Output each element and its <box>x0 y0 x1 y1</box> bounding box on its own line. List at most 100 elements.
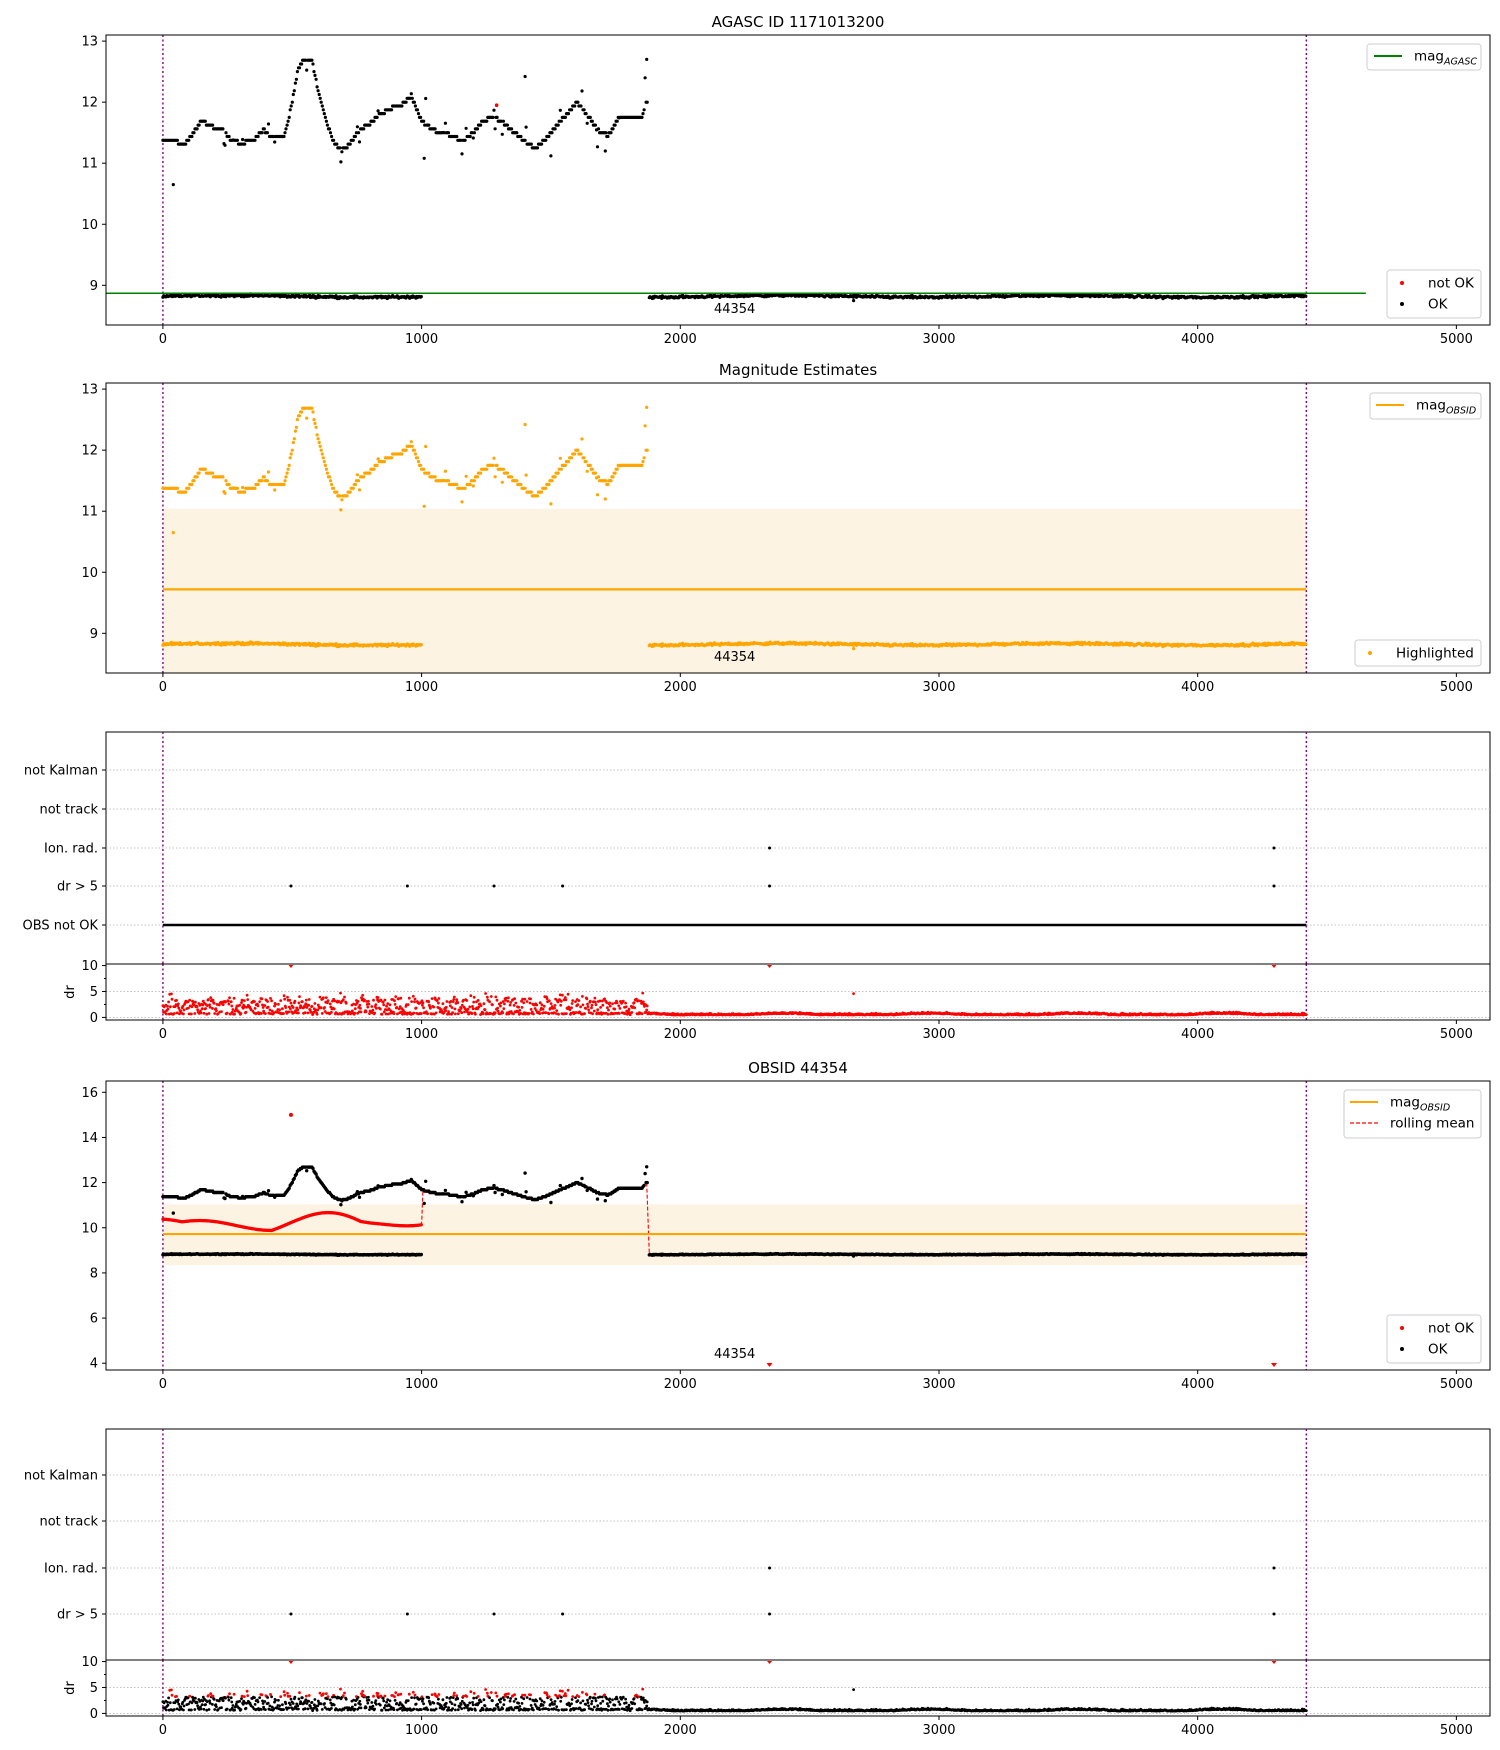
dr1-point <box>517 1005 520 1009</box>
dr1-point <box>310 1005 314 1008</box>
dr1-point <box>200 1007 204 1011</box>
dr1-point <box>187 1006 190 1010</box>
dr1-point <box>559 1003 563 1007</box>
dr1-point <box>394 995 398 998</box>
dr1-point <box>494 995 498 999</box>
agasc-ok-high-point <box>262 127 266 131</box>
dr1-point <box>532 1012 535 1016</box>
dr1-point <box>528 1001 532 1005</box>
agasc-ok-high-point <box>241 137 245 142</box>
dr1-point <box>549 1002 553 1005</box>
dr1-point <box>374 1003 378 1006</box>
agasc-ok-high-point <box>563 115 568 119</box>
agasc-ok-high-point <box>479 123 483 127</box>
agasc-ytick-label-0: 9 <box>90 279 98 294</box>
agasc-ok-high-point <box>500 132 504 136</box>
agasc-ok-high-point <box>292 89 296 93</box>
agasc-ok-high-point <box>579 104 583 108</box>
dr1-point <box>576 1003 580 1007</box>
agasc-ok-high-point <box>382 112 386 116</box>
agasc-ok-high-point <box>540 142 544 146</box>
dr1-point <box>238 1003 242 1007</box>
dr1-point <box>535 1003 539 1007</box>
dr1-point <box>566 992 570 996</box>
dr1-point <box>579 1005 582 1009</box>
dr1-point <box>623 1012 627 1015</box>
dr1-point <box>419 1012 423 1015</box>
dr1-point <box>283 997 287 1001</box>
dr1-point <box>470 1012 474 1015</box>
agasc-ok-high-point <box>409 92 413 96</box>
agasc-ok-high-point <box>416 112 421 116</box>
magest-highlighted-high-point <box>643 424 647 428</box>
dr1-point <box>363 998 366 1002</box>
magest-highlighted-high-point <box>510 475 514 479</box>
agasc-ok-high-point <box>362 127 366 131</box>
dr1-point <box>520 999 523 1003</box>
magest-highlighted-high-point <box>611 475 615 479</box>
dr1-point <box>476 999 480 1002</box>
dr1-point <box>220 1010 223 1013</box>
dr1-point <box>426 1012 429 1016</box>
dr1-point <box>615 1001 619 1005</box>
dr1-point <box>309 1010 313 1014</box>
dr1-point <box>581 995 584 998</box>
dr1-point <box>389 1009 393 1013</box>
magest-highlighted-high-point <box>289 452 293 456</box>
magest-highlighted-high-point <box>505 471 510 475</box>
dr1-point <box>455 998 458 1002</box>
dr1-point <box>538 1012 542 1015</box>
agasc-ok-high-point <box>286 119 290 123</box>
dr1-point <box>359 1010 363 1014</box>
magest-highlighted-high-point <box>292 437 296 441</box>
agasc-ok-high-point <box>187 138 191 142</box>
dr1-points <box>161 991 1308 1017</box>
agasc-ok-high-point <box>223 143 227 147</box>
dr1-point <box>207 998 210 1001</box>
dr1-point <box>344 1001 348 1005</box>
magest-highlighted-high-point <box>260 479 264 483</box>
dr1-point <box>400 1010 403 1014</box>
dr1-point <box>272 1011 276 1015</box>
agasc-ok-high-point <box>553 127 557 131</box>
agasc-ok-high-point <box>613 123 617 127</box>
magest-highlighted-high-point <box>515 479 519 483</box>
agasc-ok-high-point <box>603 149 607 153</box>
dr1-point <box>488 1000 491 1004</box>
dr1-point <box>601 1003 605 1007</box>
agasc-ok-high-point <box>243 142 247 146</box>
dr1-point <box>166 1007 170 1011</box>
dr1-point <box>540 1003 544 1007</box>
dr1-point <box>588 999 592 1003</box>
agasc-ok-high-point <box>224 131 228 135</box>
magest-highlighted-high-point <box>253 486 257 490</box>
dr1-point <box>167 1000 171 1004</box>
agasc-ok-high-point <box>330 134 334 139</box>
dr1-point <box>521 997 524 1001</box>
agasc-ok-high-point <box>433 127 437 131</box>
dr1-point <box>186 1000 190 1004</box>
dr1-point <box>410 1000 413 1003</box>
dr1-point <box>392 1012 396 1015</box>
agasc-ytick-label-3: 12 <box>81 96 98 111</box>
agasc-ok-high-point <box>559 119 563 123</box>
dr1-point <box>329 1005 333 1009</box>
agasc-ok-high-point <box>523 138 527 142</box>
dr1-point <box>432 1005 436 1009</box>
agasc-ok-high-point <box>468 134 472 139</box>
magest-highlighted-high-point <box>284 475 288 479</box>
flags1-ytick-label-0: OBS not OK <box>23 919 99 934</box>
agasc-ok-high-point <box>595 145 600 149</box>
agasc-ok-high-point <box>580 89 584 93</box>
agasc-ok-high-point <box>356 131 361 135</box>
dr1-point <box>450 1006 454 1009</box>
dr1-point <box>641 991 645 995</box>
dr1-point <box>380 1012 384 1016</box>
agasc-ok-high-point <box>295 70 299 74</box>
agasc-ok-high-point <box>300 62 304 66</box>
magest-highlighted-high-point <box>427 471 431 475</box>
dr1-point <box>407 996 411 1000</box>
dr1-point <box>256 1004 260 1008</box>
dr1-point <box>547 999 551 1003</box>
dr1-point <box>456 1012 460 1016</box>
